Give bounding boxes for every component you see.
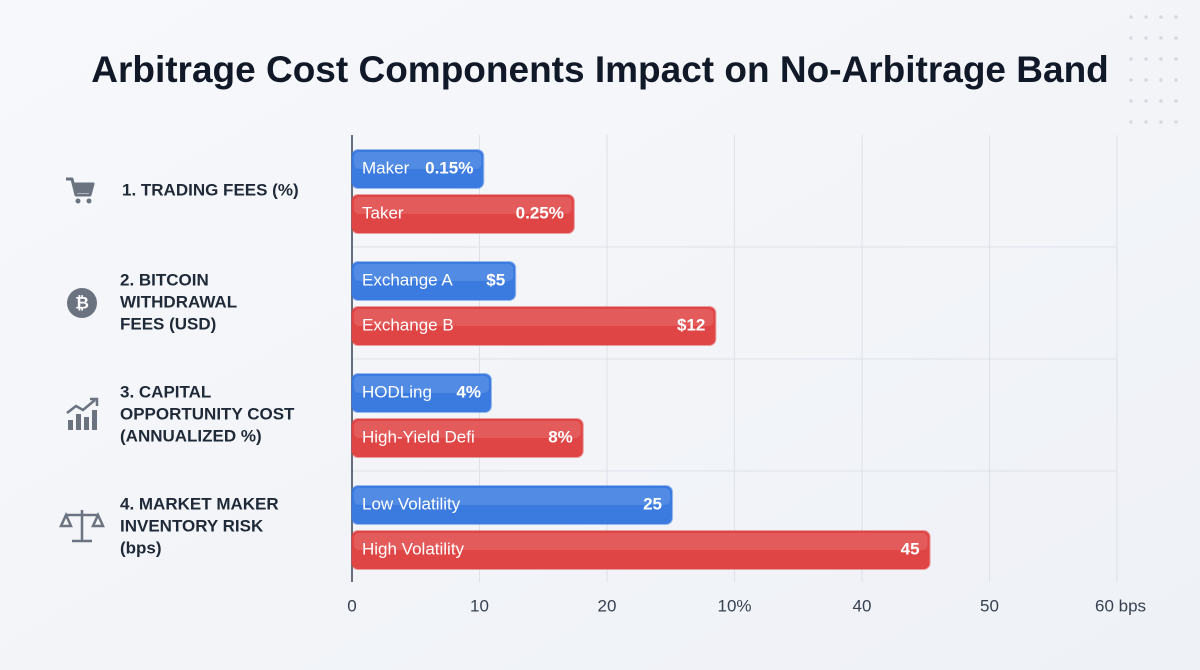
bar-shine xyxy=(354,488,671,505)
dot xyxy=(1174,15,1178,19)
bar-tag: 45 xyxy=(901,539,920,558)
x-tick-label: 40 xyxy=(853,596,872,615)
bar-name: Maker xyxy=(362,158,410,177)
bar xyxy=(351,306,717,346)
growth-icon xyxy=(66,397,99,430)
bar-name: HODLing xyxy=(362,382,432,401)
x-tick-label: 20 xyxy=(598,596,617,615)
group-label: (ANNUALIZED %) xyxy=(120,426,262,445)
bar xyxy=(351,373,492,413)
dot xyxy=(1159,57,1163,61)
bar xyxy=(351,485,674,525)
dot xyxy=(1129,78,1133,82)
dot xyxy=(1129,57,1133,61)
bar-shine xyxy=(354,421,581,438)
cart-icon xyxy=(66,177,95,204)
bar-tag: $5 xyxy=(486,270,505,289)
icons: ₿ xyxy=(59,177,105,543)
group-label: WITHDRAWAL xyxy=(120,292,237,311)
decoration xyxy=(1129,15,1178,124)
scale-icon xyxy=(59,510,105,543)
bar-shine xyxy=(354,533,928,550)
bar-shine xyxy=(354,264,514,281)
bar xyxy=(351,194,575,234)
bar-name: Exchange B xyxy=(362,315,454,334)
bar-name: High-Yield Defi xyxy=(362,427,475,446)
x-tick-label: 60 bps xyxy=(1095,596,1146,615)
bar-shine xyxy=(354,309,714,326)
bar xyxy=(351,530,931,570)
dot xyxy=(1174,120,1178,124)
bar-name: Exchange A xyxy=(362,270,453,289)
dot xyxy=(1159,120,1163,124)
bar-name: Low Volatility xyxy=(362,494,461,513)
bar-tag: 0.15% xyxy=(425,158,473,177)
bar-name: High Volatility xyxy=(362,539,465,558)
dot xyxy=(1159,15,1163,19)
bar-tag: 25 xyxy=(643,494,662,513)
bar-shine xyxy=(354,197,572,214)
dot xyxy=(1144,120,1148,124)
dot xyxy=(1174,99,1178,103)
x-tick-label: 50 xyxy=(980,596,999,615)
bar xyxy=(351,149,485,189)
dot xyxy=(1174,57,1178,61)
dot xyxy=(1144,57,1148,61)
dot xyxy=(1144,78,1148,82)
bar-shine xyxy=(354,376,489,393)
dot xyxy=(1159,78,1163,82)
bitcoin-icon: ₿ xyxy=(67,288,97,318)
dot xyxy=(1159,36,1163,40)
x-tick-label: 0 xyxy=(347,596,356,615)
x-tick-label: 10 xyxy=(470,596,489,615)
dot xyxy=(1129,120,1133,124)
chart-title: Arbitrage Cost Components Impact on No-A… xyxy=(91,49,1109,90)
dot xyxy=(1129,15,1133,19)
x-tick-label: 10% xyxy=(717,596,751,615)
dot xyxy=(1174,36,1178,40)
bar-tag: 8% xyxy=(548,427,573,446)
group-label: 1. TRADING FEES (%) xyxy=(122,180,299,199)
plot: 0 10 20 10% 40 50 60 bps 1. TRADING FEES (%) Mak… xyxy=(120,135,1146,615)
dot xyxy=(1129,36,1133,40)
dot xyxy=(1144,36,1148,40)
bar-shine xyxy=(354,152,482,169)
bar xyxy=(351,261,517,301)
dot xyxy=(1159,99,1163,103)
bar-name: Taker xyxy=(362,203,404,222)
bar-tag: 4% xyxy=(456,382,481,401)
dot xyxy=(1174,78,1178,82)
group-label: 4. MARKET MAKER xyxy=(120,494,279,513)
group-label: FEES (USD) xyxy=(120,314,216,333)
group-label: OPPORTUNITY COST xyxy=(120,404,295,423)
group-label: 2. BITCOIN xyxy=(120,270,209,289)
group-label: (bps) xyxy=(120,538,162,557)
group-label: 3. CAPITAL xyxy=(120,382,211,401)
dot xyxy=(1144,15,1148,19)
svg-text:₿: ₿ xyxy=(75,293,89,312)
bar xyxy=(351,418,584,458)
bar-tag: 0.25% xyxy=(516,203,564,222)
bar-tag: $12 xyxy=(677,315,705,334)
dot xyxy=(1129,99,1133,103)
dot xyxy=(1144,99,1148,103)
group-label: INVENTORY RISK xyxy=(120,516,264,535)
